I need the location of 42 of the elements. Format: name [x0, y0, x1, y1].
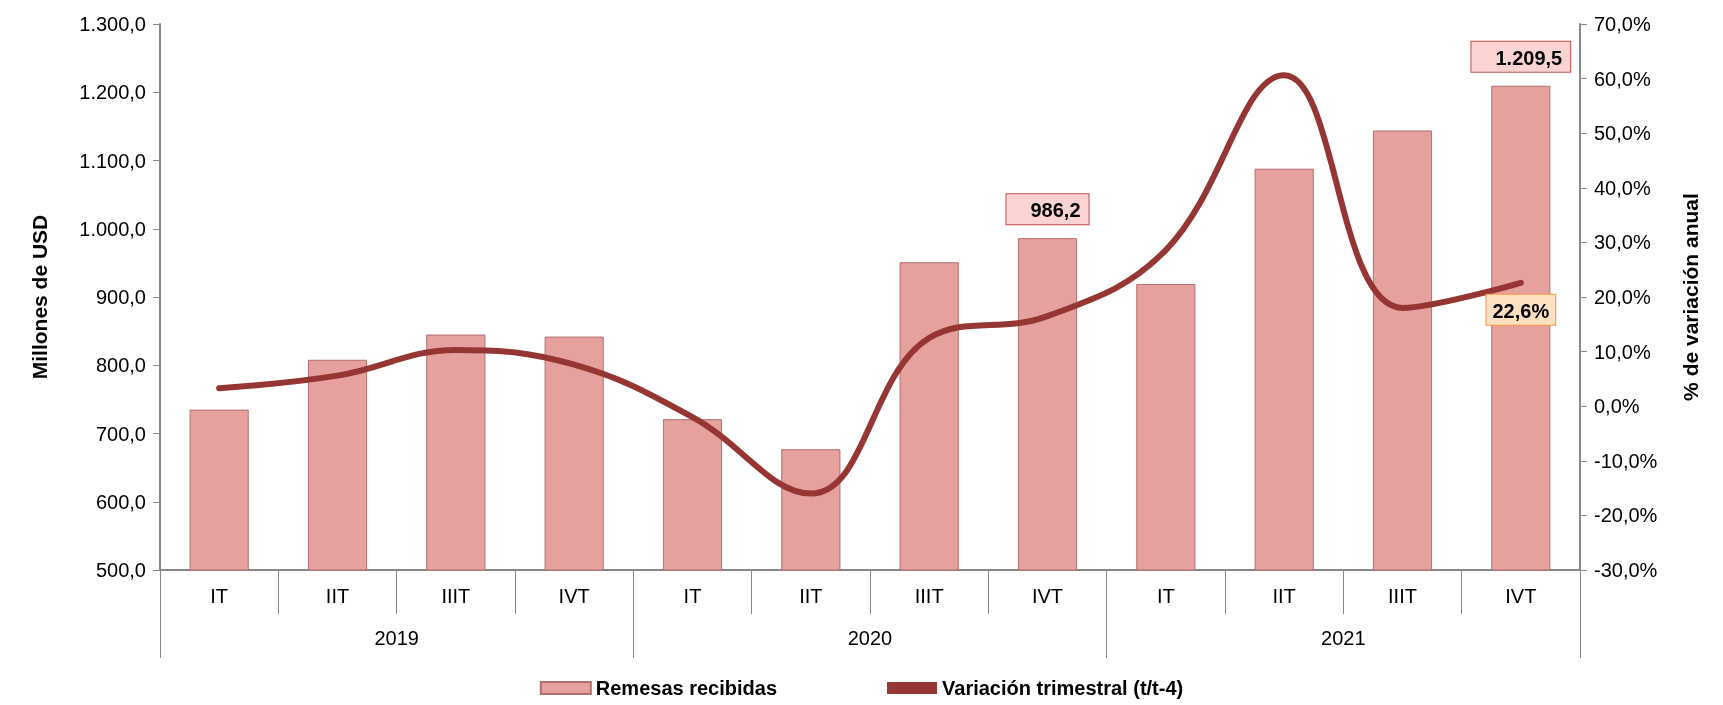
- x-tick-label: IIIT: [441, 585, 471, 607]
- y-tick-label: 500,0: [95, 559, 146, 581]
- x-tick-label: IVT: [1505, 585, 1537, 607]
- x-tick-label: IT: [1156, 585, 1175, 607]
- x-tick-label: IVT: [1031, 585, 1064, 607]
- text: 2020: [847, 627, 893, 649]
- data-label: 22,6%: [1492, 299, 1550, 322]
- y-tick-label: 1.000,0: [79, 217, 146, 240]
- y2-tick-label: 30,0%: [1594, 231, 1651, 254]
- y-tick-label: 1.100,0: [79, 149, 146, 172]
- x-tick-label: IIIT: [1388, 585, 1417, 607]
- legend-label: Remesas recibidas: [595, 677, 778, 699]
- x-tick-label: IVT: [558, 585, 590, 607]
- y2-axis-title: % de variación anual: [1679, 193, 1702, 401]
- text: 2019: [374, 627, 419, 649]
- data-label: 986,2: [1030, 199, 1081, 222]
- y2-tick-label: 10,0%: [1594, 340, 1651, 363]
- y2-tick-label: 40,0%: [1594, 176, 1651, 199]
- x-tick-label: IIT: [1272, 585, 1296, 607]
- y-axis-title: Millones de USD: [28, 214, 51, 380]
- y2-tick-label: -10,0%: [1594, 449, 1658, 472]
- y2-tick-label: 60,0%: [1594, 67, 1651, 90]
- text: 2021: [1321, 627, 1366, 649]
- y-tick-label: 800,0: [95, 354, 146, 377]
- y2-tick-label: 70,0%: [1594, 13, 1651, 35]
- y2-tick-label: 20,0%: [1594, 286, 1651, 308]
- x-tick-label: IT: [683, 585, 702, 607]
- y-tick-label: 600,0: [95, 490, 146, 513]
- y-tick-label: 1.200,0: [79, 81, 146, 104]
- y2-tick-label: -30,0%: [1594, 559, 1658, 581]
- y2-tick-label: 50,0%: [1594, 122, 1651, 145]
- legend-label: Variación trimestral (t/t-4): [942, 677, 1184, 699]
- x-tick-label: IIIT: [914, 585, 944, 607]
- y2-tick-label: -20,0%: [1594, 504, 1658, 527]
- x-tick-label: IIT: [325, 585, 350, 607]
- y-tick-label: 1.300,0: [79, 13, 146, 35]
- y-tick-label: 700,0: [95, 422, 146, 445]
- y-tick-label: 900,0: [95, 286, 146, 308]
- data-label: 1.209,5: [1495, 46, 1563, 69]
- x-tick-label: IIT: [799, 585, 823, 607]
- y2-tick-label: 0,0%: [1594, 395, 1640, 418]
- x-tick-label: IT: [210, 585, 229, 607]
